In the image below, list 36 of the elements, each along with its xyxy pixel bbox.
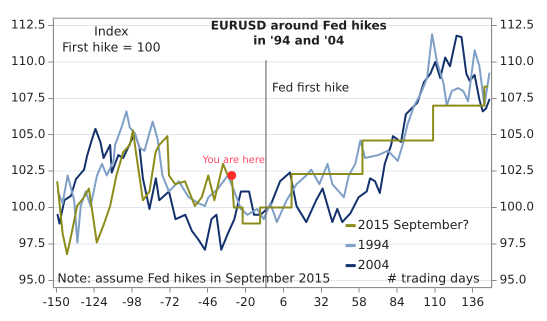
annotation: Index First hike = 100 [62,24,161,55]
y-tick-label: 97.5 [18,236,46,250]
legend-label: 2015 September? [358,216,470,232]
x-tick-label: 32 [314,294,329,309]
y2-tick-label: 102.5 [500,163,534,178]
y2-tick-label: 110.0 [500,54,534,68]
y2-tick-label: 97.5 [500,236,526,250]
y-tick-label: 110.0 [10,54,46,68]
x-tick-label: -150 [42,294,70,309]
y-tick-label: 102.5 [10,163,46,178]
x-tick-label: -98 [122,294,142,309]
legend-label: 1994 [358,236,390,252]
x-tick-label: 136 [461,294,484,309]
x-tick-label: -46 [198,294,218,309]
y-tick-label: 105.0 [10,126,46,141]
annotation: # trading days [386,270,480,286]
y-tick-label: 107.5 [10,90,46,104]
y2-tick-label: 112.5 [500,18,534,32]
annotation: You are here [202,155,265,166]
x-tick-label: 84 [389,294,405,309]
ref-line-label: Fed first hike [272,80,350,94]
y-tick-label: 95.0 [18,272,46,286]
x-tick-label: -20 [236,294,256,309]
text: EURUSD around Fed hikes in '94 and '04 [210,18,387,48]
y2-tick-label: 107.5 [500,90,534,104]
y-tick-label: 100.0 [10,200,46,214]
y2-tick-label: 100.0 [500,200,534,214]
x-tick-label: 6 [280,294,288,309]
x-tick-label: -124 [80,294,108,309]
x-tick-label: 110 [423,294,446,309]
y2-tick-label: 95.0 [500,272,526,286]
legend-label: 2004 [358,256,390,272]
x-tick-label: 58 [352,294,367,309]
x-tick-label: -72 [160,294,180,309]
y-tick-label: 112.5 [10,18,46,32]
y2-tick-label: 105.0 [500,126,534,141]
